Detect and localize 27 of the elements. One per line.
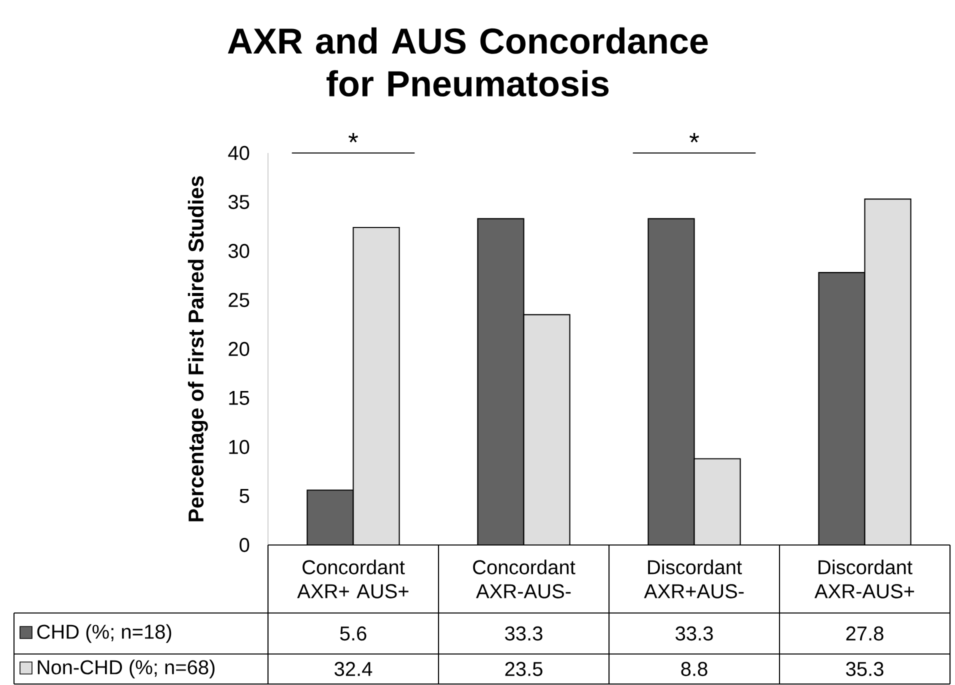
x-tick-label: Concordant AXR+ AUS+ (297, 560, 408, 598)
data-label: 33.3 (676, 626, 713, 641)
y-axis-title: Percentage of First Paired Studies (188, 176, 208, 522)
x-tick-label: Concordant AXR-AUS- (473, 560, 576, 598)
data-label: 35.3 (846, 662, 884, 676)
data-label: 32.4 (334, 662, 372, 676)
y-tick-label: 25 (228, 292, 250, 308)
y-tick-label: 5 (240, 489, 250, 503)
y-tick-label: 10 (229, 440, 250, 454)
legend-label: Non-CHD (%; n=68) (38, 660, 214, 678)
y-tick-label: 0 (240, 538, 250, 552)
x-tick-label: Discordant AXR+AUS- (644, 560, 744, 598)
legend-label: CHD (%; n=18) (37, 624, 172, 643)
data-label: 23.5 (505, 662, 542, 676)
x-tick-label: Discordant AXR-AUS+ (814, 560, 914, 598)
chart-title: AXR and AUS Concordance for Pneumatosis (228, 27, 708, 97)
y-tick-label: 15 (229, 391, 250, 405)
y-tick-label: 20 (228, 342, 250, 356)
data-label: 5.6 (340, 626, 366, 641)
y-tick-label: 40 (228, 146, 250, 160)
text: * (690, 133, 700, 142)
data-label: 8.8 (681, 662, 708, 676)
y-tick-label: 35 (228, 194, 250, 210)
text: * (348, 133, 358, 142)
data-label: 33.3 (505, 626, 542, 641)
data-label: 27.8 (846, 626, 884, 641)
y-tick-label: 30 (228, 244, 250, 258)
